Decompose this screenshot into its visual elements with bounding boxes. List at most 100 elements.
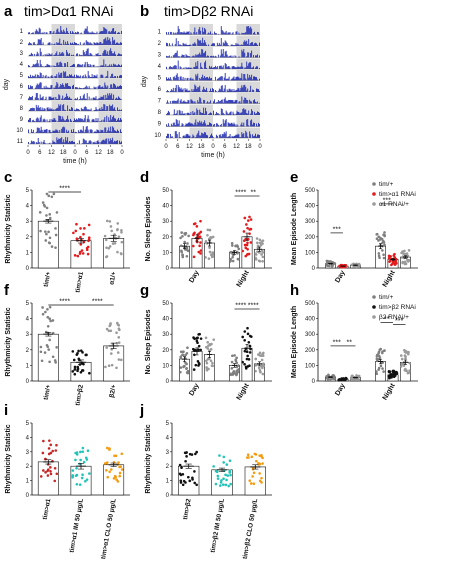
data-point [248,479,252,482]
activity-bar [78,140,80,144]
activity-bar [180,76,182,81]
activity-bar [102,43,104,45]
data-point [377,350,381,354]
activity-bar [202,133,204,138]
activity-bar [172,114,174,115]
activity-bar [31,86,33,89]
activity-bar [35,63,37,67]
data-point [329,378,332,381]
activity-bar [47,55,49,56]
data-point [246,241,249,245]
activity-bar [243,41,245,46]
significance-label: *** [333,226,341,233]
data-point [212,465,215,468]
activity-bar [218,114,220,115]
activity-bar [114,140,116,144]
activity-bar [40,82,42,89]
activity-bar [66,140,68,144]
activity-bar [109,50,111,56]
activity-bar [258,32,259,35]
activity-bar [217,90,219,92]
data-point [247,358,251,361]
data-point [105,446,109,450]
activity-bar [52,32,54,34]
data-point [71,350,75,353]
activity-bar [184,125,186,127]
activity-bar [67,131,69,133]
activity-bar [229,88,231,92]
activity-bar [61,85,63,89]
activity-bar [111,140,113,144]
activity-bar [250,101,252,104]
activity-bar [215,33,217,35]
activity-bar [169,133,171,138]
activity-bar [57,55,59,56]
activity-bar [254,76,256,81]
activity-bar [119,140,120,144]
activity-bar [166,66,167,69]
activity-bar [232,91,234,92]
activity-bar [102,96,104,100]
activity-bar [71,141,72,144]
data-point [72,358,76,362]
data-point [185,367,188,370]
activity-bar [191,137,193,138]
activity-bar [181,123,183,127]
activity-bar [67,115,69,122]
activity-bar [254,43,256,46]
data-point [41,201,45,204]
data-point [330,264,334,268]
activity-bar [72,31,73,34]
activity-bar [90,53,92,56]
activity-bar [119,109,120,111]
activity-bar [70,141,71,144]
activity-bar [177,76,179,81]
activity-bar [188,135,190,138]
activity-bar [235,125,237,127]
data-point [249,241,253,244]
data-point [75,473,79,477]
activity-bar [211,90,212,92]
y-axis-label: Rhythmicity Statistic [145,424,152,493]
data-point [243,338,246,342]
data-point [406,371,410,375]
activity-bar [166,42,167,46]
data-point [198,232,201,235]
data-point [229,482,232,486]
activity-bar [76,97,78,100]
activity-bar [54,141,56,144]
data-point [209,347,213,351]
activity-bar [102,86,104,89]
data-point [71,370,75,373]
data-point [205,361,209,365]
y-axis-label: Rhythmicity Statistic [5,194,12,263]
activity-bar [257,125,258,127]
activity-bar [101,30,103,34]
activity-bar [97,140,99,144]
activity-bar [202,37,204,46]
data-point [119,358,123,362]
activity-bar [105,37,107,45]
activity-bar [33,76,35,78]
activity-bar [90,77,92,78]
activity-bar [86,143,88,144]
activity-bar [253,76,255,81]
activity-bar [116,120,118,122]
activity-bar [225,119,227,127]
category-label: tim>α1 [42,498,53,520]
data-point [181,473,185,476]
activity-bar [117,32,118,34]
activity-bar [166,114,167,115]
activity-bar [51,118,53,122]
activity-bar [221,53,223,58]
data-point [246,332,250,336]
activity-bar [97,52,99,56]
activity-bar [109,141,111,144]
data-point [255,459,258,463]
activity-bar [59,130,61,133]
activity-bar [29,143,31,144]
activity-bar [78,87,80,89]
data-point [247,341,251,344]
activity-bar [229,32,231,35]
activity-bar [166,136,167,138]
